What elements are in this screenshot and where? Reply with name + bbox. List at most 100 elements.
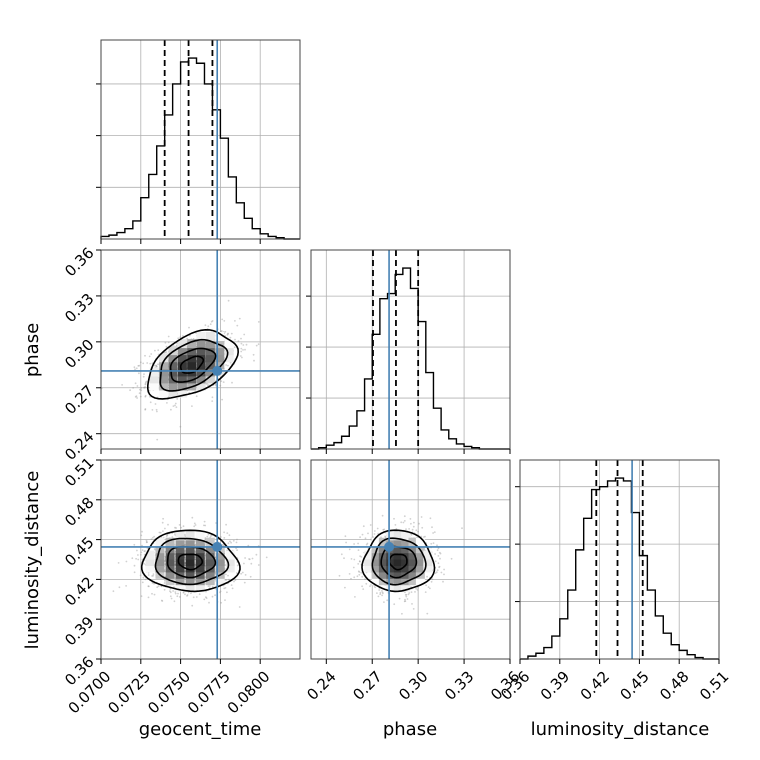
scatter-point [405,593,408,596]
scatter-point [359,555,361,557]
scatter-point [244,557,247,559]
scatter-point [225,579,227,581]
scatter-point [386,599,389,602]
scatter-point [412,525,415,528]
scatter-point [225,573,227,576]
scatter-point [407,593,410,596]
density-cell [215,557,225,566]
scatter-point [136,385,139,387]
scatter-point [188,326,190,329]
x-tick-label-phase: 0.30 [395,667,431,703]
scatter-point [144,578,147,581]
density-cell [196,367,206,377]
scatter-point [173,600,176,603]
density-cell [205,339,215,349]
scatter-point [209,535,212,537]
density-cell [408,576,418,586]
scatter-point [240,337,242,340]
density-cell [205,374,215,384]
scatter-point [207,384,209,387]
scatter-point [138,392,141,395]
density-cell [159,353,169,363]
scatter-point [143,386,146,389]
scatter-point [139,395,142,398]
scatter-point [147,574,150,576]
density-cell [175,569,185,579]
scatter-point [440,571,443,574]
density-cell [185,563,195,573]
scatter-point [404,600,407,602]
density-cell [205,550,215,560]
scatter-point [367,532,369,535]
scatter-point [142,576,145,579]
density-cell [393,557,403,566]
scatter-point [420,516,423,518]
scatter-point [235,572,238,574]
density-cell [155,563,165,573]
density-cell [185,531,195,541]
scatter-point [376,592,378,594]
scatter-point [417,586,419,589]
scatter-point [236,538,238,541]
scatter-point [348,573,351,575]
density-cell [165,544,175,554]
density-cell [371,537,381,547]
density-cell [187,374,197,384]
scatter-point [156,586,159,589]
scatter-point [146,362,149,364]
scatter-point [207,533,210,536]
panel-content [101,460,300,659]
histogram-phase [311,267,510,450]
scatter-point [163,588,166,591]
density-cell [393,569,403,579]
scatter-point [253,359,255,362]
scatter-point [223,587,226,590]
density-cell [393,544,403,554]
density-cell [408,537,418,547]
scatter-point [432,542,435,544]
scatter-point [415,587,417,590]
scatter-point [133,366,136,369]
density-cell [195,550,205,560]
scatter-point [234,579,237,581]
density-cell [168,353,178,363]
scatter-point [348,548,351,551]
scatter-point [180,526,183,529]
scatter-point [350,558,353,560]
density-cell [165,569,175,579]
x-tick-label-phase: 0.27 [349,667,385,703]
density-cell [393,531,403,541]
scatter-point [400,521,403,524]
scatter-point [208,601,210,604]
density-cell [215,353,225,363]
scatter-point [224,587,227,589]
density-cell [224,339,234,349]
scatter-point [192,596,195,599]
scatter-point [402,521,405,524]
scatter-point [203,524,205,527]
scatter-point [138,372,140,375]
scatter-point [234,338,236,341]
scatter-point [133,543,136,546]
density-cell [159,374,169,384]
scatter-point [424,535,426,538]
scatter-point [144,386,147,388]
density-cell [401,537,411,547]
scatter-point [157,363,159,366]
scatter-point [146,541,148,543]
scatter-point [242,349,244,351]
scatter-point [356,575,359,578]
scatter-point [250,562,253,565]
scatter-point [227,333,229,335]
scatter-point [169,591,172,594]
density-cell [149,374,159,384]
scatter-point [223,531,226,534]
scatter-point [361,533,364,536]
density-cell [386,557,396,566]
scatter-point [190,592,192,595]
scatter-point [154,403,157,405]
scatter-point [365,582,368,585]
scatter-point [238,606,241,608]
scatter-point [143,373,145,375]
scatter-point [179,425,182,428]
